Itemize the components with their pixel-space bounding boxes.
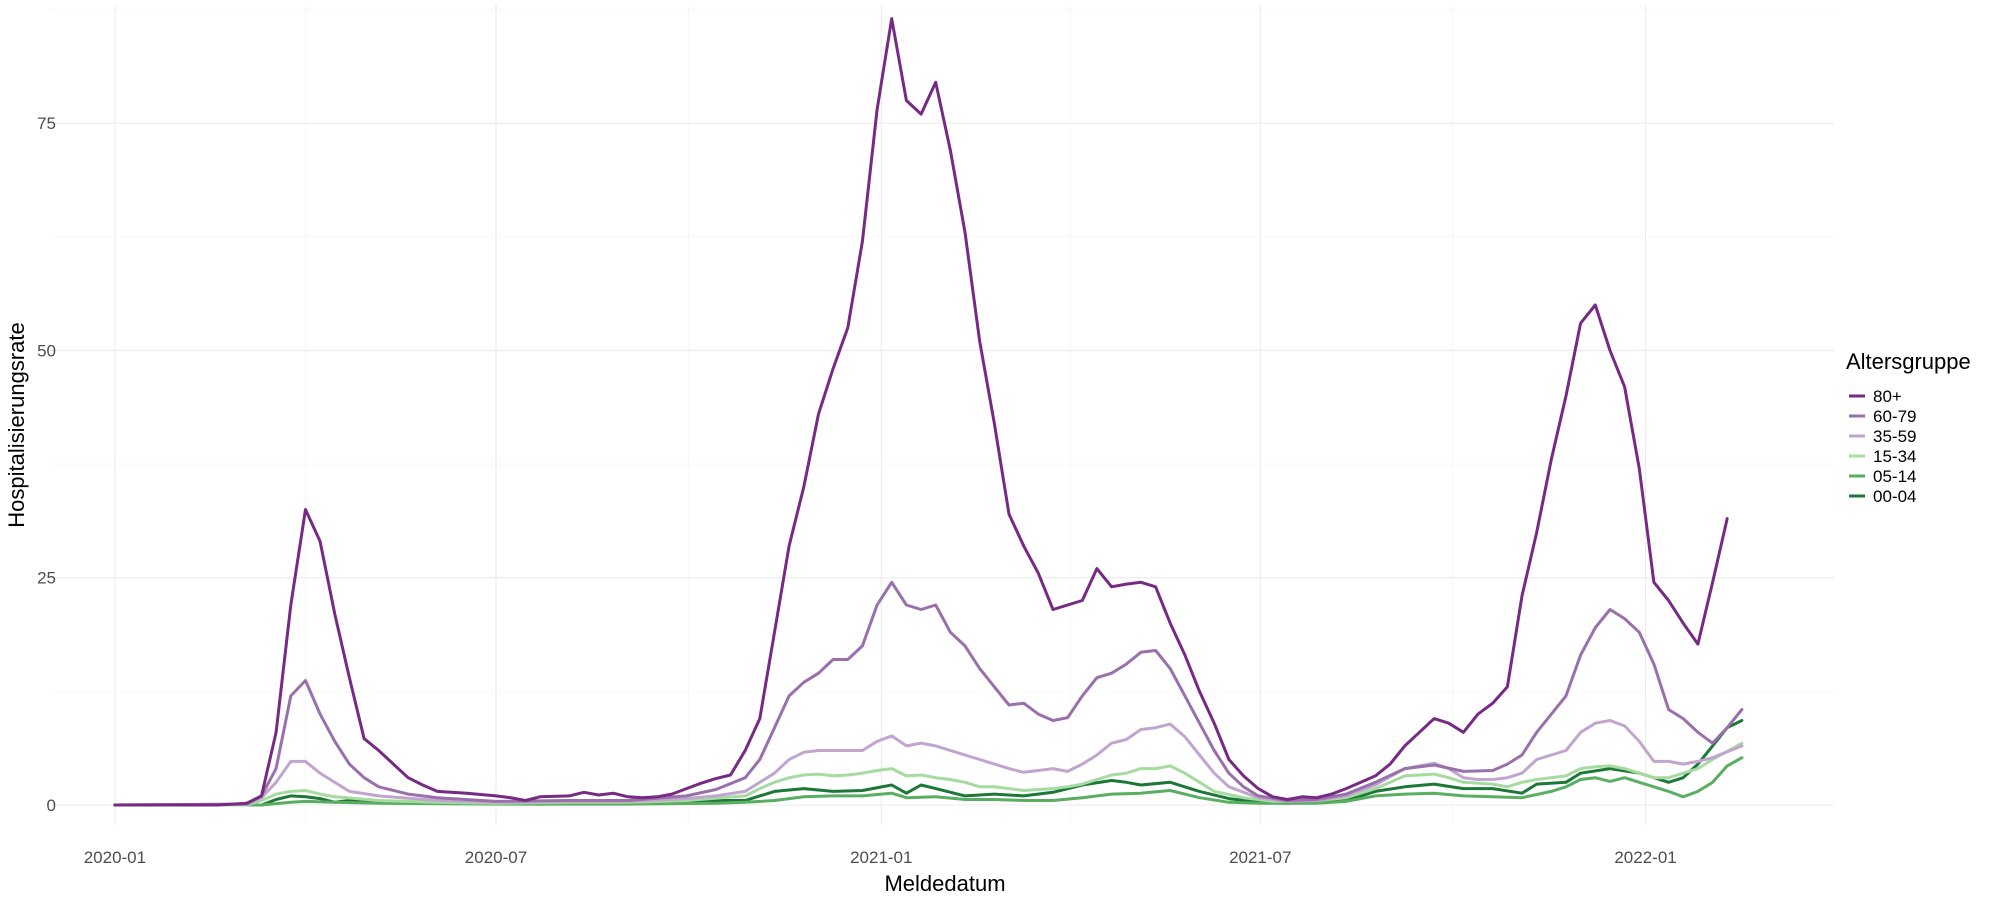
legend-label-05-14: 05-14 [1873, 467, 1916, 486]
legend-label-60-79: 60-79 [1873, 407, 1916, 426]
y-tick-label: 75 [37, 114, 56, 133]
y-tick-label: 25 [37, 569, 56, 588]
y-tick-label: 0 [47, 796, 56, 815]
legend-label-00-04: 00-04 [1873, 487, 1916, 506]
legend-label-15-34: 15-34 [1873, 447, 1916, 466]
series-line-60-79 [113, 580, 1744, 807]
legend-label-80+: 80+ [1873, 387, 1902, 406]
series-lines [113, 17, 1744, 807]
x-tick-label: 2020-01 [84, 848, 146, 867]
legend-title: Altersgruppe [1846, 349, 1971, 374]
x-axis-title: Meldedatum [884, 871, 1005, 896]
x-tick-label: 2021-01 [850, 848, 912, 867]
grid [50, 5, 1834, 825]
series-line-80+ [113, 17, 1729, 807]
legend-label-35-59: 35-59 [1873, 427, 1916, 446]
y-axis-title: Hospitalisierungsrate [4, 322, 29, 527]
y-axis-ticks: 0 25 50 75 [37, 114, 56, 815]
y-tick-label: 50 [37, 341, 56, 360]
series-line-05-14 [113, 756, 1744, 807]
x-tick-label: 2022-01 [1614, 848, 1676, 867]
x-tick-label: 2020-07 [465, 848, 527, 867]
x-axis-ticks: 2020-01 2020-07 2021-01 2021-07 2022-01 [84, 848, 1677, 867]
legend: Altersgruppe 80+60-7935-5915-3405-1400-0… [1846, 349, 1971, 506]
x-tick-label: 2021-07 [1229, 848, 1291, 867]
